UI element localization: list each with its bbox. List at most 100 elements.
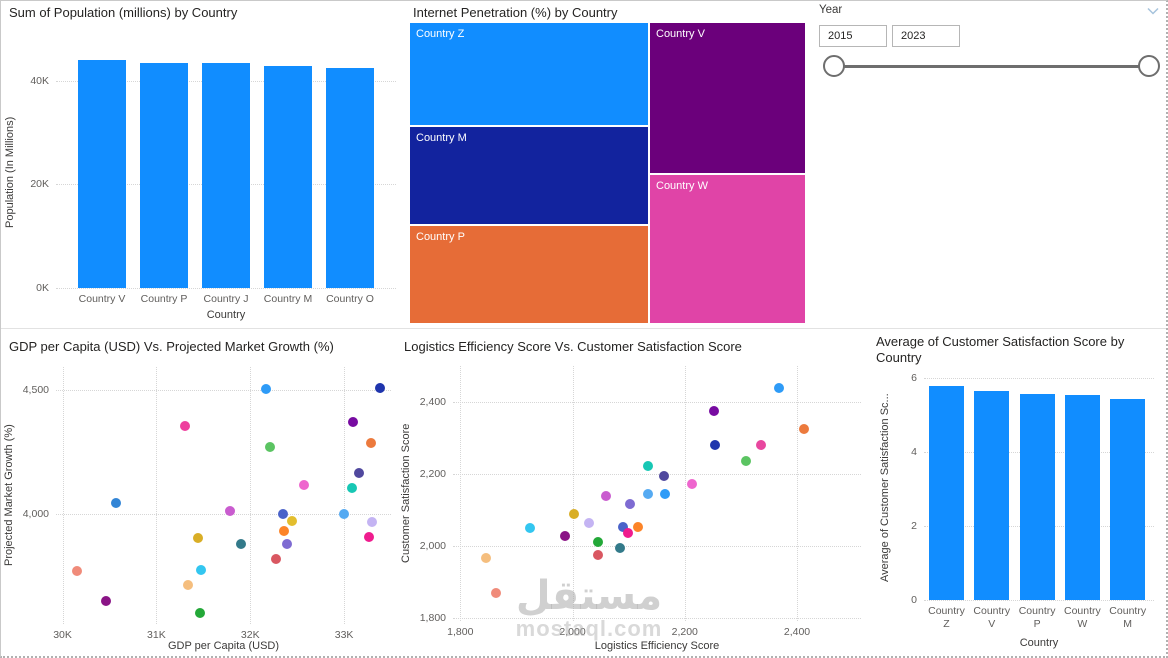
scatter-point-6[interactable] — [592, 537, 603, 548]
bar-country-o[interactable] — [326, 67, 374, 288]
scatter-point-5[interactable] — [192, 533, 203, 544]
scatter-point-16[interactable] — [659, 471, 669, 482]
bar-country-j[interactable] — [202, 63, 250, 288]
year-slider-track[interactable] — [834, 65, 1149, 68]
scatter-point-3[interactable] — [559, 531, 570, 541]
scatter-point-19[interactable] — [708, 406, 719, 417]
logistics-scatter-chart: Logistics Efficiency Score Vs. Customer … — [396, 331, 866, 656]
scatter-point-2[interactable] — [111, 498, 122, 509]
year-start-input[interactable] — [819, 25, 887, 47]
scatter-point-3[interactable] — [179, 421, 190, 432]
scatter-point-17[interactable] — [660, 488, 671, 499]
scatter-point-24[interactable] — [798, 424, 809, 435]
scatter-point-4[interactable] — [569, 508, 580, 519]
scatter-point-17[interactable] — [298, 480, 309, 491]
scatter-point-1[interactable] — [490, 588, 501, 599]
scatter-point-20[interactable] — [348, 417, 359, 428]
bar-country-p[interactable] — [140, 62, 188, 288]
slicer-header[interactable]: Year — [819, 4, 1159, 16]
year-range-slicer: Year — [811, 1, 1166, 331]
scatter-point-1[interactable] — [100, 595, 111, 606]
internet-penetration-treemap: Internet Penetration (%) by Country Coun… — [404, 1, 811, 331]
scatter-point-21[interactable] — [740, 456, 751, 467]
treemap-tile-country-v[interactable]: Country V — [650, 23, 805, 173]
y-tick-label: 40K — [30, 74, 49, 87]
scatter-point-21[interactable] — [354, 468, 365, 479]
slicer-label: Year — [819, 4, 843, 16]
x-tick-label: 33K — [334, 629, 354, 641]
x-axis-title-logistics-scatter: Logistics Efficiency Score — [594, 640, 720, 652]
bar-country-p[interactable] — [1019, 393, 1055, 600]
scatter-point-22[interactable] — [755, 440, 766, 451]
scatter-point-19[interactable] — [346, 483, 357, 494]
gridline — [684, 366, 686, 621]
bar-country-w[interactable] — [1064, 395, 1100, 600]
y-tick-label: 4 — [911, 445, 917, 458]
chart-title-avg-bar: Average of Customer Satisfaction Score b… — [876, 334, 1125, 365]
scatter-point-8[interactable] — [601, 490, 612, 501]
avg-satisfaction-bar-chart: Average of Customer Satisfaction Score b… — [866, 331, 1166, 656]
gridline — [572, 366, 574, 621]
scatter-point-12[interactable] — [270, 554, 281, 564]
year-slider-handle-left[interactable] — [823, 55, 845, 77]
y-tick-label: 2,000 — [419, 540, 446, 553]
scatter-point-22[interactable] — [364, 532, 375, 543]
treemap-tile-country-z[interactable]: Country Z — [410, 23, 648, 125]
scatter-point-0[interactable] — [480, 552, 491, 563]
scatter-point-12[interactable] — [624, 499, 635, 510]
x-tick-label-country-m: Country M — [1109, 605, 1147, 630]
scatter-point-8[interactable] — [224, 506, 235, 517]
scatter-point-6[interactable] — [194, 607, 205, 618]
scatter-point-11[interactable] — [622, 528, 633, 539]
row-divider — [1, 328, 1166, 329]
bar-country-z[interactable] — [929, 386, 964, 600]
scatter-point-9[interactable] — [235, 538, 246, 549]
scatter-point-10[interactable] — [618, 522, 629, 533]
scatter-point-23[interactable] — [366, 438, 377, 449]
x-tick-label: 2,000 — [559, 626, 586, 638]
x-tick-label-country-v: Country V — [78, 293, 126, 305]
scatter-point-20[interactable] — [710, 439, 721, 450]
scatter-point-14[interactable] — [279, 526, 290, 537]
y-tick-label: 2 — [911, 519, 917, 532]
bar-country-v[interactable] — [974, 390, 1010, 600]
scatter-point-10[interactable] — [261, 383, 272, 394]
gridline — [453, 402, 861, 404]
scatter-point-18[interactable] — [339, 508, 350, 519]
scatter-point-16[interactable] — [286, 515, 297, 526]
scatter-point-9[interactable] — [614, 542, 625, 553]
chart-title-treemap: Internet Penetration (%) by Country — [413, 5, 618, 20]
scatter-point-5[interactable] — [583, 517, 594, 528]
scatter-point-4[interactable] — [183, 579, 194, 590]
y-tick-label: 6 — [911, 371, 917, 384]
scatter-point-15[interactable] — [643, 461, 654, 472]
gridline — [453, 474, 861, 476]
scatter-point-13[interactable] — [633, 522, 644, 533]
bar-country-v[interactable] — [78, 60, 126, 288]
scatter-point-18[interactable] — [687, 478, 698, 489]
bar-country-m[interactable] — [1110, 398, 1146, 600]
year-slider-handle-right[interactable] — [1138, 55, 1160, 77]
treemap-tile-country-p[interactable]: Country P — [410, 226, 648, 323]
scatter-point-7[interactable] — [196, 564, 207, 575]
chevron-down-icon[interactable] — [1147, 6, 1159, 18]
scatter-point-13[interactable] — [278, 508, 289, 519]
scatter-point-14[interactable] — [642, 488, 653, 499]
scatter-point-24[interactable] — [367, 516, 378, 527]
bar-country-m[interactable] — [264, 66, 312, 288]
scatter-point-15[interactable] — [281, 538, 292, 549]
scatter-point-7[interactable] — [593, 550, 604, 561]
scatter-point-25[interactable] — [374, 383, 385, 394]
x-axis-title-population: Country — [206, 309, 246, 321]
gridline — [56, 514, 391, 516]
y-tick-label: 4,500 — [22, 384, 49, 397]
scatter-point-2[interactable] — [524, 523, 535, 534]
treemap-tile-country-w[interactable]: Country W — [650, 175, 805, 323]
scatter-point-23[interactable] — [774, 382, 785, 393]
x-tick-label-country-j: Country J — [203, 293, 249, 305]
scatter-point-0[interactable] — [71, 566, 82, 577]
treemap-tile-country-m[interactable]: Country M — [410, 127, 648, 224]
scatter-point-11[interactable] — [264, 442, 275, 453]
year-end-input[interactable] — [892, 25, 960, 47]
